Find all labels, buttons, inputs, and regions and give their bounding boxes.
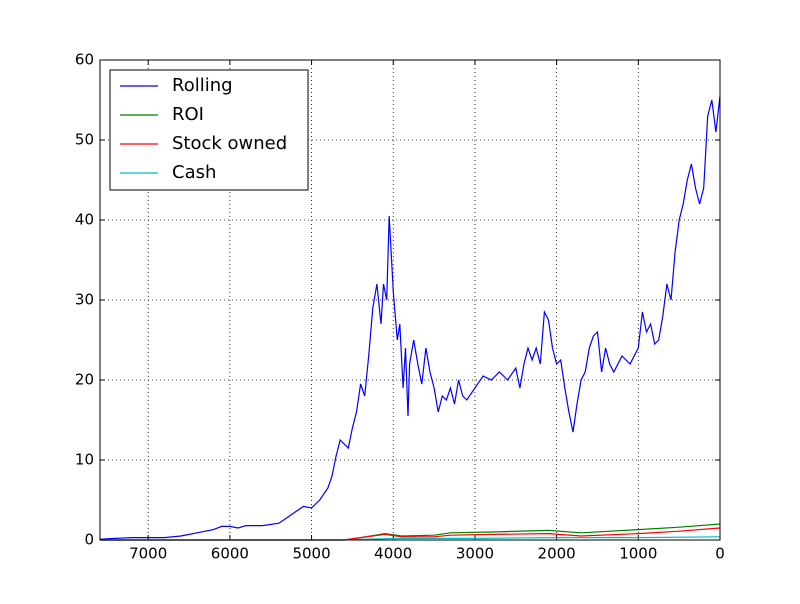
legend-box — [109, 69, 309, 191]
x-tick-label: 1000 — [619, 545, 657, 563]
y-tick-label: 60 — [75, 51, 94, 69]
legend-label: ROI — [172, 104, 204, 125]
x-tick-label: 2000 — [538, 545, 576, 563]
y-tick-label: 40 — [75, 211, 94, 229]
y-tick-label: 10 — [75, 451, 94, 469]
series-line — [99, 95, 721, 540]
x-tick-label: 0 — [715, 545, 725, 563]
legend-label: Cash — [172, 162, 216, 183]
x-tick-label: 6000 — [211, 545, 249, 563]
y-tick-label: 30 — [75, 291, 94, 309]
y-tick-label: 20 — [75, 371, 94, 389]
y-tick-label: 0 — [84, 531, 94, 549]
y-tick-label: 50 — [75, 131, 94, 149]
legend-label: Stock owned — [172, 133, 287, 154]
x-tick-label: 7000 — [129, 545, 167, 563]
x-tick-label: 4000 — [374, 545, 412, 563]
series-line — [100, 527, 721, 541]
x-tick-label: 5000 — [292, 545, 330, 563]
legend-label: Rolling — [172, 75, 233, 96]
plot-frame — [99, 59, 721, 541]
x-tick-label: 3000 — [456, 545, 494, 563]
